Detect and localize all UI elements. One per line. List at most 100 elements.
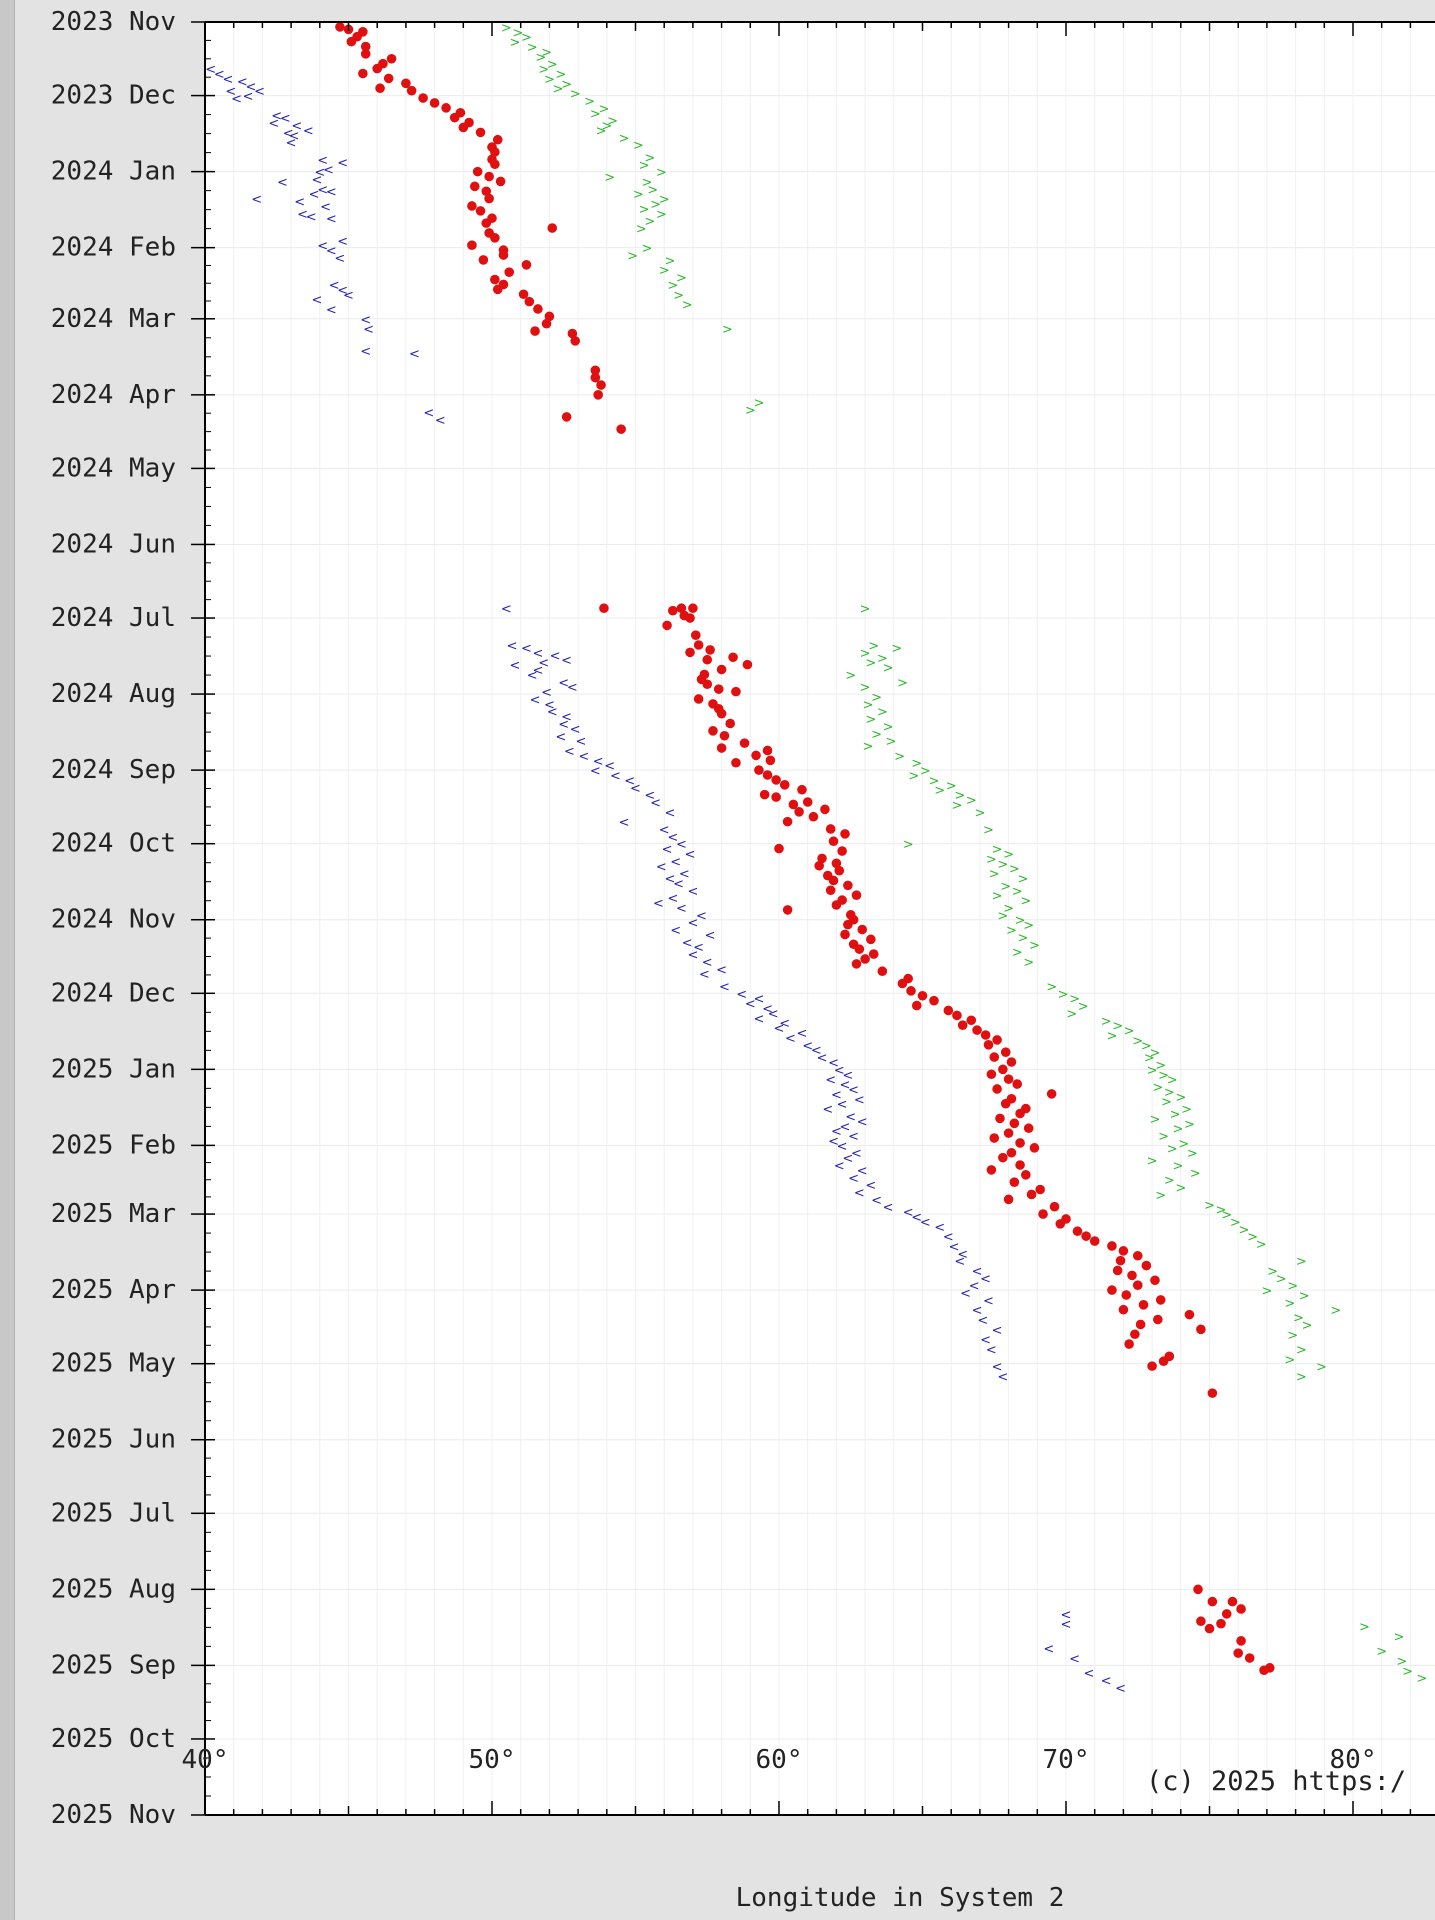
data-point-dot	[492, 134, 503, 145]
data-point-dot	[533, 304, 543, 314]
data-point-dot	[484, 193, 494, 204]
data-point-left-marker: <	[317, 239, 328, 254]
data-point-left-marker: <	[986, 1343, 997, 1358]
data-point-dot	[406, 85, 417, 96]
data-point-left-marker: <	[977, 1314, 988, 1329]
data-point-right-marker: >	[596, 124, 607, 139]
data-point-right-marker: >	[659, 264, 670, 279]
data-point-right-marker: >	[911, 757, 922, 772]
data-point-left-marker: <	[664, 872, 675, 887]
data-point-left-marker: <	[687, 884, 698, 899]
data-point-left-marker: <	[280, 112, 291, 127]
data-point-dot	[774, 843, 784, 854]
data-point-dot	[719, 730, 730, 741]
data-point-left-marker: <	[1069, 1652, 1080, 1667]
data-point-left-marker: <	[883, 1201, 894, 1216]
data-point-left-marker: <	[231, 92, 242, 107]
data-point-dot	[1216, 1618, 1226, 1629]
data-point-dot	[966, 1015, 977, 1026]
data-point-right-marker: >	[989, 867, 1000, 882]
data-point-dot	[831, 900, 842, 910]
data-point-left-marker: <	[619, 816, 630, 831]
data-point-dot	[676, 603, 687, 614]
plot-background	[205, 22, 1435, 1815]
data-point-left-marker: <	[871, 1193, 882, 1208]
data-point-right-marker: >	[604, 171, 615, 186]
data-point-dot	[797, 784, 807, 795]
data-point-dot	[1184, 1309, 1195, 1320]
copyright-annotation: (c) 2025 https:/	[1146, 1766, 1406, 1797]
data-point-dot	[1193, 1584, 1203, 1595]
data-point-left-marker: <	[320, 200, 331, 215]
data-point-right-marker: >	[877, 705, 888, 720]
data-point-dot	[490, 274, 500, 285]
data-point-dot	[998, 1152, 1008, 1163]
data-point-right-marker: >	[1204, 1198, 1215, 1213]
data-point-right-marker: >	[676, 271, 687, 286]
data-point-dot	[1026, 1189, 1037, 1200]
data-point-dot	[992, 1035, 1002, 1045]
data-point-dot	[995, 1113, 1005, 1124]
data-point-dot	[828, 875, 839, 886]
data-point-right-marker: >	[1221, 1208, 1232, 1223]
data-point-right-marker: >	[1256, 1237, 1267, 1252]
data-point-left-marker: <	[1101, 1674, 1112, 1689]
y-tick-label: 2024 Oct	[51, 829, 176, 859]
data-point-dot	[702, 654, 713, 665]
data-point-dot	[808, 811, 819, 822]
data-point-left-marker: <	[306, 210, 317, 225]
data-point-right-marker: >	[633, 188, 644, 203]
data-point-dot	[952, 1010, 962, 1021]
data-point-left-marker: <	[834, 1063, 845, 1078]
data-point-right-marker: >	[521, 31, 532, 46]
data-point-left-marker: <	[644, 789, 655, 804]
data-point-left-marker: <	[825, 1073, 836, 1088]
data-point-right-marker: >	[1230, 1215, 1241, 1230]
data-point-left-marker: <	[667, 830, 678, 845]
data-point-left-marker: <	[337, 234, 348, 249]
data-point-dot	[1155, 1295, 1166, 1305]
data-point-right-marker: >	[745, 404, 756, 419]
data-point-right-marker: >	[1172, 1159, 1183, 1174]
data-point-right-marker: >	[871, 727, 882, 742]
data-point-left-marker: <	[779, 1017, 790, 1032]
data-point-dot	[475, 206, 486, 216]
y-tick-label: 2024 Aug	[51, 679, 176, 709]
data-point-right-marker: >	[863, 740, 874, 755]
data-point-left-marker: <	[1043, 1642, 1054, 1657]
y-tick-label: 2025 May	[51, 1349, 176, 1379]
data-point-dot	[521, 260, 532, 270]
data-point-left-marker: <	[762, 1002, 773, 1017]
data-point-left-marker: <	[980, 1333, 991, 1348]
data-point-right-marker: >	[656, 166, 667, 181]
data-point-right-marker: >	[1029, 938, 1040, 953]
data-point-dot	[1221, 1609, 1232, 1619]
data-point-dot	[1015, 1138, 1025, 1148]
data-point-right-marker: >	[570, 87, 581, 102]
data-point-left-marker: <	[676, 838, 687, 853]
data-point-right-marker: >	[1155, 1188, 1166, 1203]
grid-lines	[204, 21, 1435, 1816]
data-point-right-marker: >	[1161, 1095, 1172, 1110]
data-point-left-marker: <	[630, 781, 641, 796]
data-point-dot	[771, 792, 781, 802]
data-point-right-marker: >	[1106, 1029, 1117, 1044]
data-point-right-marker: >	[1023, 919, 1034, 934]
data-point-dot	[1072, 1226, 1083, 1237]
x-tick-label: 80°	[1330, 1745, 1377, 1775]
data-point-right-marker: >	[1261, 1284, 1272, 1299]
x-axis-title: Longitude in System 2	[736, 1883, 1065, 1913]
data-point-left-marker: <	[360, 345, 371, 360]
data-point-dot	[854, 944, 865, 954]
data-point-left-marker: <	[550, 649, 561, 664]
data-point-dot	[383, 73, 394, 84]
data-point-left-marker: <	[604, 759, 615, 774]
data-point-dot	[702, 679, 713, 690]
data-point-right-marker: >	[929, 774, 940, 789]
data-point-left-marker: <	[837, 1098, 848, 1113]
data-point-left-marker: <	[289, 129, 300, 144]
data-point-right-marker: >	[1150, 1112, 1161, 1127]
data-point-dot	[693, 694, 704, 704]
data-point-dot	[492, 284, 503, 295]
data-point-dot	[1204, 1623, 1215, 1634]
